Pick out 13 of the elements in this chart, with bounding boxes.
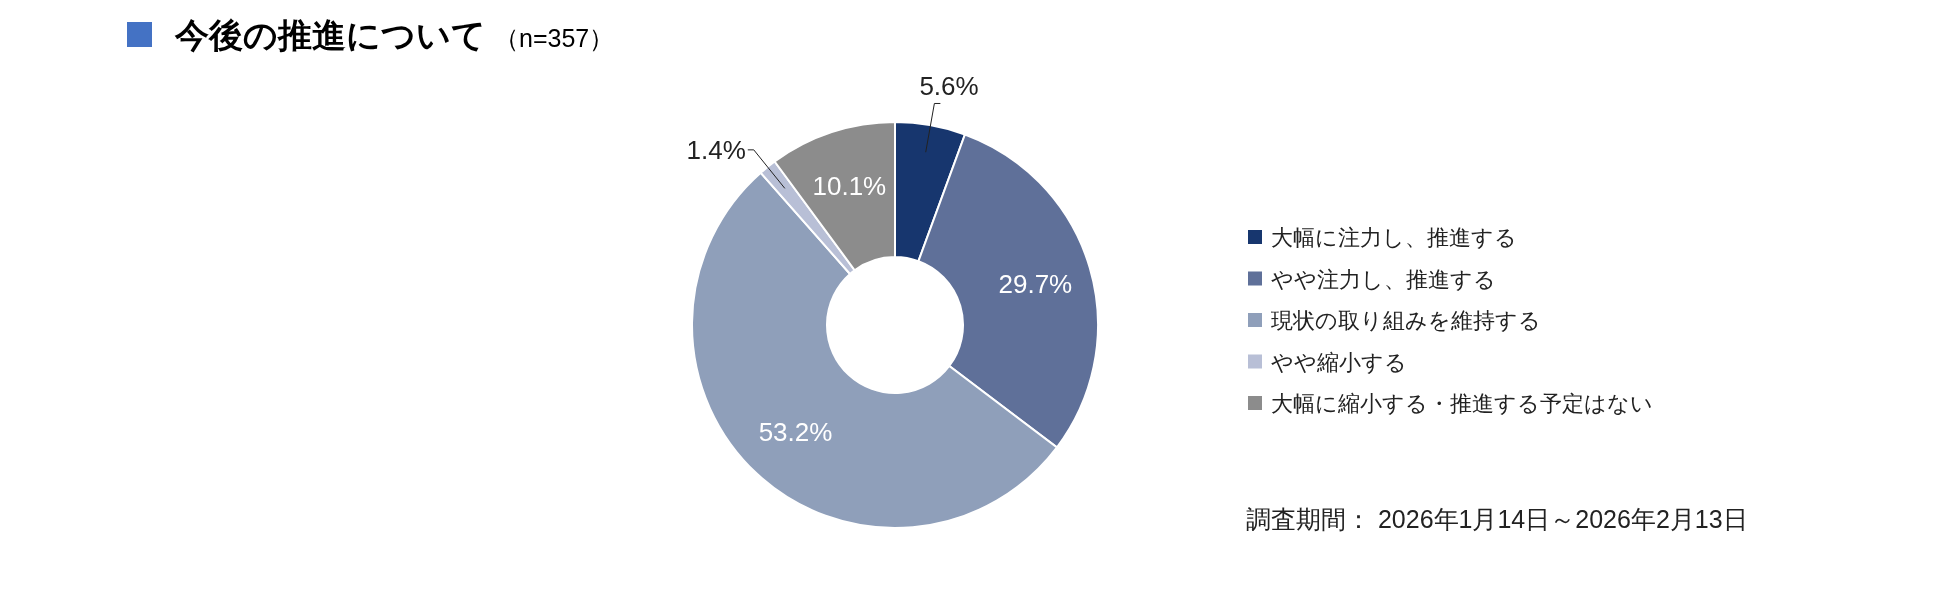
legend-label: 大幅に縮小する・推進する予定はない [1271, 391, 1653, 416]
data-label: 10.1% [812, 171, 887, 201]
text: 今後の推進について [174, 16, 486, 54]
data-label: 29.7% [998, 268, 1073, 299]
chart-subtitle: （n=357） [494, 24, 615, 52]
data-label: 53.2% [758, 417, 833, 448]
data-label: 5.6% [919, 71, 979, 102]
text: 調査期間： 2026年1月14日～2026年2月13日 [1246, 505, 1748, 533]
legend-label: やや縮小する [1271, 349, 1407, 375]
legend-label: やや注力し、推進する [1271, 266, 1496, 292]
legend-label: 大幅に注力し、推進する [1271, 225, 1517, 250]
legend-label: 現状の取り組みを維持する [1271, 308, 1541, 333]
data-label: 1.4% [686, 134, 746, 165]
